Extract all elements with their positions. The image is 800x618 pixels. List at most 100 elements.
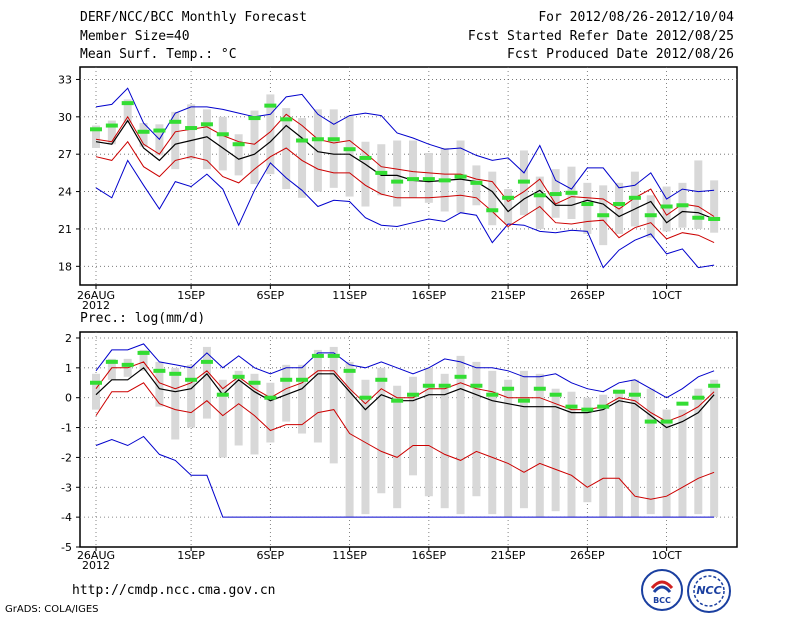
spread-box	[234, 370, 243, 446]
spread-box	[123, 99, 132, 124]
spread-box	[710, 180, 719, 233]
spread-box	[171, 111, 180, 170]
plot-frame	[79, 66, 738, 286]
spread-box	[583, 182, 592, 234]
x-tick-label: 26SEP	[570, 289, 605, 302]
median-marker	[327, 137, 340, 142]
median-marker	[343, 147, 356, 152]
x-tick-label: 16SEP	[412, 289, 447, 302]
median-marker	[628, 392, 641, 397]
median-marker	[391, 398, 404, 403]
x-tick-label: 1OCT	[652, 289, 682, 302]
median-marker	[581, 407, 594, 412]
y-tick-label: 24	[58, 186, 72, 199]
median-marker	[169, 371, 182, 376]
series-mean-line	[95, 366, 715, 429]
median-marker	[565, 190, 578, 195]
y-tick-label: 1	[65, 362, 72, 375]
spread-box	[266, 382, 275, 443]
x-year-label: 2012	[82, 299, 110, 312]
median-marker	[137, 350, 150, 355]
y-tick-label: -4	[61, 511, 72, 524]
precip-panel-title: Prec.: log(mm/d)	[80, 311, 205, 326]
chart-panel-precipitation	[76, 331, 738, 551]
spread-box	[710, 379, 719, 518]
median-marker	[708, 383, 721, 388]
median-marker	[200, 359, 213, 364]
ncc-logo-text: NCC	[696, 584, 722, 597]
spread-box	[329, 109, 338, 188]
median-marker	[105, 123, 118, 128]
median-marker	[438, 178, 451, 183]
x-tick-label: 6SEP	[257, 549, 285, 562]
median-marker	[391, 179, 404, 184]
spread-box	[107, 358, 116, 380]
x-tick-label: 26AUG	[77, 289, 115, 302]
median-marker	[660, 419, 673, 424]
median-marker	[549, 392, 562, 397]
spread-box	[393, 140, 402, 207]
median-marker	[185, 377, 198, 382]
spread-box	[409, 140, 417, 198]
bcc-logo: BCC	[640, 568, 684, 612]
median-marker	[311, 353, 324, 358]
median-marker	[343, 368, 356, 373]
spread-box	[488, 370, 497, 515]
x-tick-label: 1OCT	[652, 549, 682, 562]
spread-box	[393, 385, 402, 509]
spread-box	[218, 116, 227, 171]
median-marker	[549, 192, 562, 197]
y-tick-label: -2	[61, 451, 72, 464]
spread-box	[472, 165, 481, 206]
spread-box	[551, 388, 560, 512]
x-tick-label: 21SEP	[491, 289, 526, 302]
spread-box	[218, 379, 227, 458]
median-marker	[232, 142, 245, 147]
median-marker	[676, 203, 689, 208]
median-marker	[280, 377, 293, 382]
spread-box	[266, 94, 275, 175]
series-min-line	[95, 159, 715, 269]
series-upper-line	[95, 361, 715, 423]
median-marker	[169, 119, 182, 124]
spread-box	[519, 370, 528, 509]
bcc-logo-icon	[641, 569, 683, 611]
median-marker	[597, 404, 610, 409]
median-marker	[311, 137, 324, 142]
median-marker	[422, 383, 435, 388]
median-marker	[121, 101, 134, 106]
median-marker	[613, 202, 626, 207]
median-marker	[581, 202, 594, 207]
median-marker	[470, 383, 483, 388]
plot-frame	[79, 331, 738, 548]
median-marker	[327, 353, 340, 358]
median-marker	[137, 129, 150, 134]
median-marker	[153, 128, 166, 133]
y-tick-label: 30	[58, 111, 72, 124]
median-marker	[264, 395, 277, 400]
median-marker	[644, 419, 657, 424]
median-marker	[676, 401, 689, 406]
median-marker	[121, 362, 134, 367]
y-tick-label: 33	[58, 73, 72, 86]
footer-grads-credit: GrADS: COLA/IGES	[5, 604, 99, 615]
median-marker	[296, 138, 309, 143]
footer-url[interactable]: http://cmdp.ncc.cma.gov.cn	[72, 583, 276, 598]
spread-box	[615, 391, 624, 518]
spread-box	[155, 361, 164, 407]
x-tick-label: 16SEP	[412, 549, 447, 562]
median-marker	[517, 398, 530, 403]
spread-box	[456, 355, 465, 515]
ncc-logo: NCC	[686, 568, 732, 614]
spread-box	[92, 373, 100, 410]
median-marker	[533, 386, 546, 391]
x-tick-label: 21SEP	[491, 549, 526, 562]
ncc-logo-icon	[687, 569, 731, 613]
series-upper-line	[95, 113, 715, 217]
median-marker	[613, 389, 626, 394]
spread-box	[409, 376, 417, 476]
spread-box	[139, 123, 148, 147]
header-produced-date: Fcst Produced Date 2012/08/26	[507, 47, 734, 62]
spread-box	[345, 361, 354, 518]
median-marker	[628, 195, 641, 200]
